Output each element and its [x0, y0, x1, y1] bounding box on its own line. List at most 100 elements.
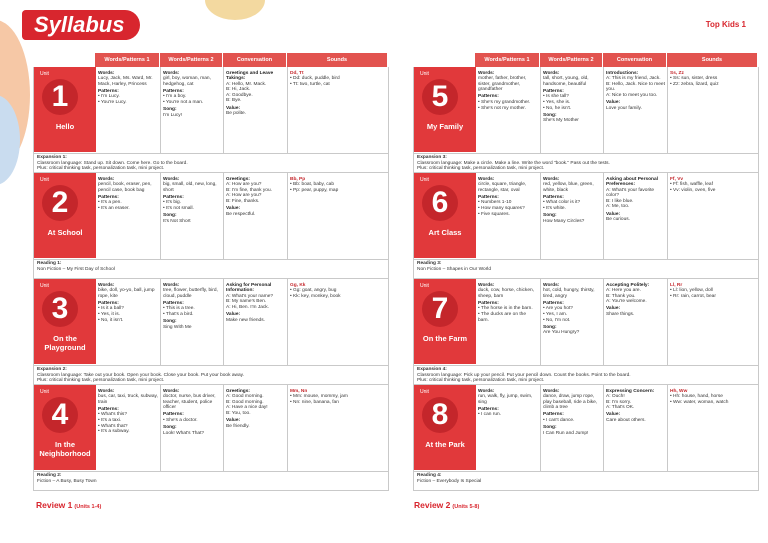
footer-line: Plus: critical thinking task, personaliz…	[37, 166, 165, 171]
cell-line: big, small, old, new, long, short	[163, 182, 217, 193]
cell-line: B: You, too.	[226, 410, 251, 416]
cell-line: • What's this?	[98, 412, 127, 418]
unit-number: 4	[42, 397, 78, 433]
cell-line: • No, I'm not.	[543, 317, 571, 323]
cell-heading: Song:	[163, 213, 177, 219]
cell-line: • The ducks are on the barn.	[478, 311, 526, 323]
cell-heading: Value:	[606, 99, 621, 105]
cell-heading: Patterns:	[163, 300, 184, 306]
header-row: Words/Patterns 1 Words/Patterns 2 Conversa…	[33, 53, 389, 67]
cell-line: A: How are you?	[226, 182, 262, 188]
cell-line: She's My Mother	[543, 118, 579, 124]
cell-line: • What's that?	[98, 423, 128, 429]
syllabus-cell: Words: tree, flower, butterfly, bird, clo…	[161, 279, 224, 365]
cell-heading: Words:	[478, 176, 495, 182]
unit-name: On the Playground	[44, 334, 86, 352]
column-header: Words/Patterns 2	[160, 53, 223, 67]
cell-line: Be curious.	[606, 217, 630, 223]
cell-heading: Words:	[543, 70, 560, 76]
unit-name: My Family	[426, 122, 464, 131]
cell-line: • Dd: duck, puddle, bird	[290, 76, 340, 82]
unit-label: Unit	[40, 177, 49, 183]
cell-heading: Patterns:	[543, 412, 564, 418]
syllabus-cell: Greetings and Leave Takings: A: Hello, Mr…	[224, 67, 288, 153]
unit-row: Unit 5 My Family Words: mother, father, brot…	[413, 67, 759, 154]
cell-heading: Words:	[543, 388, 560, 394]
cell-line: • I can't dance.	[543, 417, 575, 423]
cell-line: B: I'm sorry.	[606, 399, 632, 405]
cell-line: B: Fine, thanks.	[226, 198, 260, 204]
cell-line: A: Good morning.	[226, 394, 264, 400]
cell-line: Be polite.	[226, 111, 247, 117]
cell-heading: Patterns:	[163, 88, 184, 94]
cell-line: • How many squares?	[478, 205, 525, 211]
review-title: Review 2	[414, 500, 451, 510]
cell-heading: Words:	[543, 282, 560, 288]
cell-heading: Value:	[606, 306, 621, 312]
cell-line: • She's a doctor.	[163, 417, 198, 423]
cell-line: • Is it a ball?	[98, 306, 124, 312]
syllabus-cell: Asking for Personal Information: A: What'…	[224, 279, 288, 365]
cell-line: B: I like blue.	[606, 198, 634, 204]
cell-heading: Words:	[98, 282, 115, 288]
footer-line: Plus: critical thinking task, personaliz…	[417, 166, 545, 171]
unit-cell: Unit 7 On the Farm	[414, 279, 476, 365]
cell-line: • I'm Lucy.	[98, 94, 120, 100]
cell-line: • No, he isn't.	[543, 105, 572, 111]
unit-number: 1	[42, 79, 78, 115]
cell-line: • Rr: rain, carrot, bear	[670, 293, 716, 299]
review: Review 1 (Units 1-4)	[36, 500, 101, 510]
syllabus-cell: Bb, Pp • Bb: boat, baby, cab • Pp: pear, p…	[288, 173, 389, 259]
cell-line: girl, boy, woman, man, hedgehog, cat	[163, 76, 211, 87]
syllabus-cell: Ff, Vv • Ff: fish, waffle, leaf • Vv: viol…	[668, 173, 759, 259]
cell-line: A: Have a nice day!	[226, 405, 268, 411]
cell-heading: Words:	[163, 176, 180, 182]
cell-heading: Song:	[163, 425, 177, 431]
cell-line: A: You're welcome.	[606, 299, 647, 305]
unit-row: Unit 2 At School Words: pencil, book, eraser…	[33, 173, 389, 260]
cell-heading: Words:	[163, 70, 180, 76]
cell-heading: Expressing Concern:	[606, 388, 655, 394]
cell-line: B: Bye.	[226, 98, 242, 104]
syllabus-cell: Greetings: A: How are you? B: I'm fine, th…	[224, 173, 288, 259]
footer-row: Reading 1: Non Fiction – My First Day of …	[33, 260, 389, 279]
cell-heading: Asking about Personal Preferences:	[606, 176, 658, 188]
cell-line: doctor, nurse, bus driver, teacher, stud…	[163, 394, 216, 411]
cell-heading: Patterns:	[478, 300, 499, 306]
cell-heading: Words:	[478, 282, 495, 288]
column-header: Conversation	[603, 53, 667, 67]
cell-heading: Song:	[543, 425, 557, 431]
cell-heading: Dd, Tt	[290, 70, 304, 76]
cell-heading: Patterns:	[478, 194, 499, 200]
syllabus-cell: Words: Lucy, Jack, Ms. Ward, Mr. Mack, Ha…	[96, 67, 161, 153]
cell-line: • Mm: mouse, mommy, jam	[290, 394, 348, 400]
syllabus-cell: Introductions: A: This is my friend, Jack…	[604, 67, 668, 153]
cell-heading: Song:	[543, 112, 557, 118]
cell-heading: Value:	[606, 211, 621, 217]
footer-line: Classroom language: Take out your book. …	[37, 372, 245, 378]
cell-heading: Ss, Zz	[670, 70, 684, 76]
cell-line: A: Nice to meet you too.	[606, 92, 658, 98]
syllabus-cell: Words: duck, cow, horse, chicken, sheep, …	[476, 279, 541, 365]
cell-line: red, yellow, blue, green, white, black	[543, 182, 594, 193]
cell-heading: Accepting Politely:	[606, 282, 650, 288]
syllabus-cell: Greetings: A: Good morning. B: Good mornin…	[224, 385, 288, 471]
cell-heading: Greetings:	[226, 388, 250, 394]
unit-row: Unit 4 In the Neighborhood Words: bus, car, …	[33, 385, 389, 472]
syllabus-cell: Hh, Ww • Hh: house, hand, horse • Ww: wate…	[668, 385, 759, 471]
footer-title: Expansion 4:	[417, 367, 447, 372]
footer-row: Reading 2: Fiction – A Busy, Busy Town	[33, 472, 389, 491]
cell-line: • Are you hot?	[543, 306, 573, 312]
cell-heading: Gg, Kk	[290, 282, 306, 288]
cell-heading: Patterns:	[163, 194, 184, 200]
cell-line: • What color is it?	[543, 200, 581, 206]
cell-line: • Gg: goat, angry, bug	[290, 288, 337, 294]
header-blank	[33, 53, 95, 67]
syllabus-cell: Words: circle, square, triangle, rectangl…	[476, 173, 541, 259]
cell-line: • I'm a boy.	[163, 94, 187, 100]
cell-line: Be respectful.	[226, 211, 256, 217]
cell-line: It's Not Short	[163, 218, 191, 224]
cell-heading: Words:	[98, 388, 115, 394]
cell-line: A: Ouch!	[606, 394, 625, 400]
